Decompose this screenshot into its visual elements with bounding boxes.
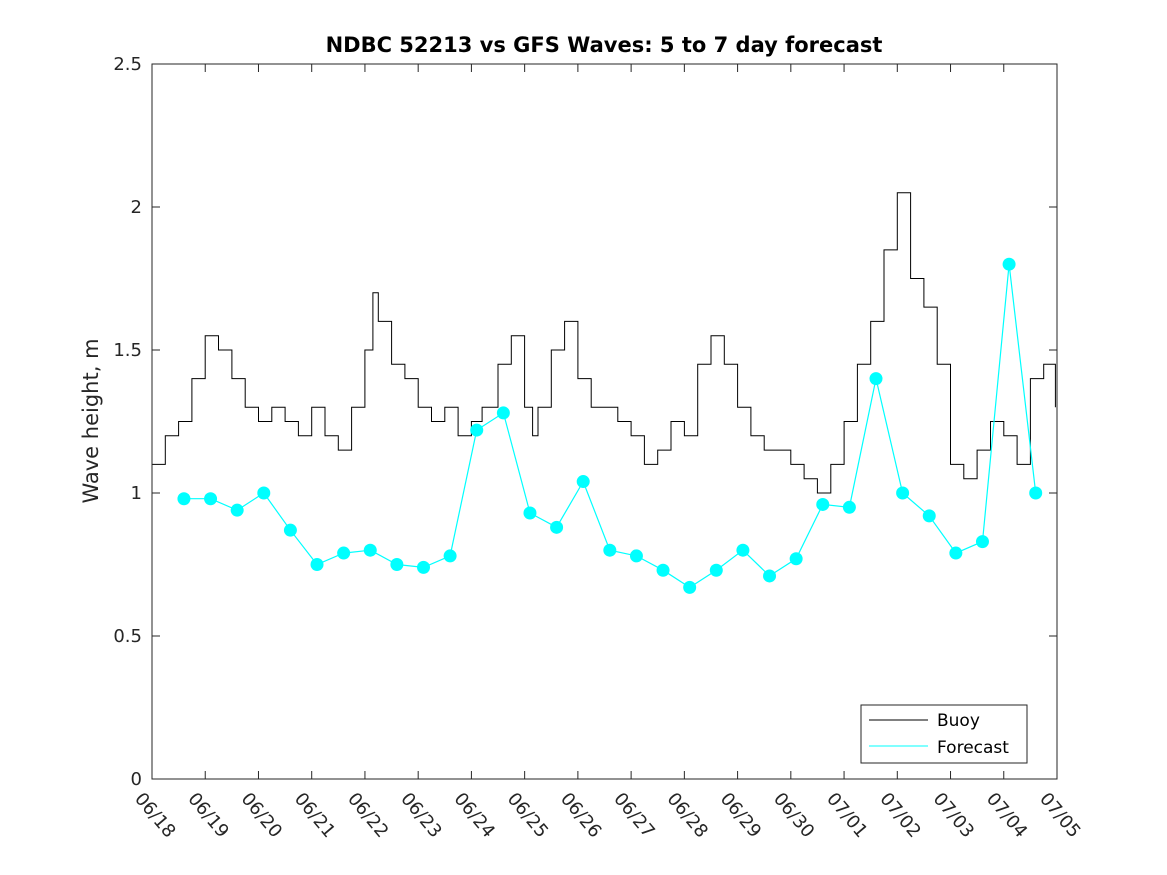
- forecast-point: [763, 569, 777, 583]
- x-tick-label: 06/20: [237, 789, 286, 842]
- y-axis-ticks: 0 0.5 1 1.5 2 2.5: [113, 54, 1057, 790]
- plot-area-background: [152, 64, 1057, 779]
- forecast-point: [816, 497, 830, 511]
- forecast-point: [709, 563, 723, 577]
- x-tick-label: 06/26: [556, 789, 605, 842]
- x-tick-label: 07/01: [822, 789, 871, 842]
- legend-box: [860, 704, 1028, 764]
- forecast-point: [470, 423, 484, 437]
- y-tick-label: 2.5: [113, 54, 142, 75]
- forecast-point: [1002, 257, 1016, 271]
- x-tick-label: 06/27: [609, 789, 658, 842]
- forecast-point: [975, 535, 989, 549]
- y-tick-label: 0.5: [113, 626, 142, 647]
- x-tick-label: 07/02: [875, 789, 924, 842]
- forecast-point: [550, 520, 564, 534]
- legend-forecast-label: Forecast: [937, 738, 1009, 758]
- x-tick-label: 06/21: [290, 789, 339, 842]
- forecast-point: [576, 475, 590, 489]
- forecast-point: [896, 486, 910, 500]
- forecast-point: [204, 492, 218, 506]
- forecast-point: [177, 492, 191, 506]
- forecast-point: [257, 486, 271, 500]
- forecast-point: [523, 506, 537, 520]
- y-tick-label: 1: [131, 483, 142, 504]
- x-tick-label: 06/22: [343, 789, 392, 842]
- y-tick-label: 2: [131, 197, 142, 218]
- forecast-point: [283, 523, 297, 537]
- forecast-point: [310, 558, 324, 571]
- forecast-point: [683, 580, 697, 594]
- forecast-point: [603, 543, 617, 557]
- forecast-point: [922, 509, 936, 523]
- forecast-point: [363, 543, 377, 557]
- x-tick-label: 06/28: [663, 789, 712, 842]
- chart-title: NDBC 52213 vs GFS Waves: 5 to 7 day fore…: [326, 33, 883, 57]
- x-tick-label: 06/19: [183, 789, 232, 842]
- forecast-point: [736, 543, 750, 557]
- forecast-point: [842, 500, 856, 514]
- legend-buoy-label: Buoy: [937, 711, 980, 731]
- y-axis-label: Wave height, m: [79, 338, 103, 503]
- forecast-point: [869, 372, 883, 386]
- x-tick-label: 06/18: [130, 789, 179, 842]
- x-tick-label: 06/29: [716, 789, 765, 842]
- forecast-series: [177, 257, 1043, 594]
- legend: Buoy Forecast: [860, 704, 1028, 764]
- forecast-point: [443, 549, 457, 563]
- x-tick-label: 06/30: [769, 789, 818, 842]
- x-tick-label: 06/23: [396, 789, 445, 842]
- forecast-point: [1029, 486, 1043, 500]
- buoy-series: [152, 192, 1056, 494]
- forecast-point: [337, 546, 351, 560]
- x-tick-label: 06/24: [450, 789, 499, 842]
- forecast-point: [949, 546, 963, 560]
- x-tick-label: 07/04: [982, 789, 1031, 842]
- forecast-point: [230, 503, 244, 517]
- forecast-point: [496, 406, 510, 420]
- forecast-point: [656, 563, 670, 577]
- plot-frame: [151, 63, 1058, 780]
- forecast-point: [390, 558, 404, 571]
- y-tick-label: 0: [131, 769, 142, 790]
- forecast-point: [417, 560, 430, 574]
- forecast-point: [629, 549, 643, 563]
- y-tick-label: 1.5: [113, 340, 142, 361]
- forecast-point: [789, 552, 803, 566]
- buoy-line: [152, 192, 1056, 494]
- x-tick-label: 06/25: [503, 789, 552, 842]
- x-tick-label: 07/05: [1035, 789, 1084, 842]
- x-tick-label: 07/03: [929, 789, 978, 842]
